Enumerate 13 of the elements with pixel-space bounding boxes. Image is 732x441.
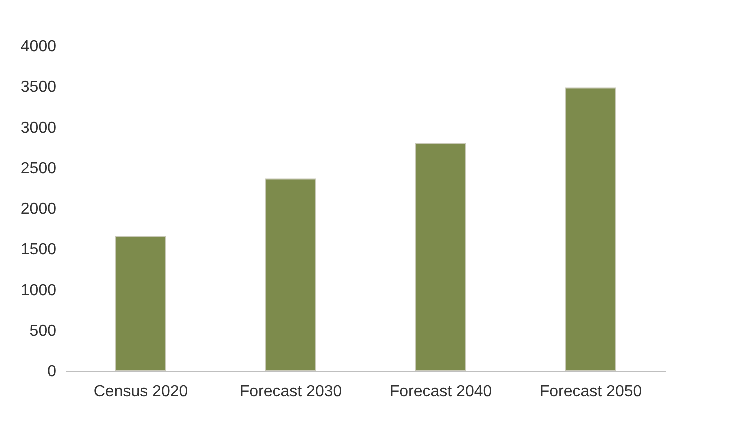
x-tick-label: Forecast 2030 [240, 384, 342, 400]
y-tick-label: 4000 [20, 38, 57, 56]
x-tick-label: Forecast 2050 [540, 384, 642, 400]
y-tick-label: 2500 [20, 160, 57, 178]
y-tick-label: 500 [30, 322, 57, 340]
y-tick-label: 0 [48, 364, 57, 380]
y-tick-label: 2000 [20, 201, 57, 218]
y-tick-label: 3500 [20, 79, 57, 96]
y-tick-label: 3000 [20, 120, 57, 137]
x-tick-label: Census 2020 [94, 384, 188, 400]
y-tick-label: 1500 [20, 242, 57, 259]
y-tick-label: 1000 [20, 282, 57, 300]
x-tick-label: Forecast 2040 [390, 384, 492, 400]
